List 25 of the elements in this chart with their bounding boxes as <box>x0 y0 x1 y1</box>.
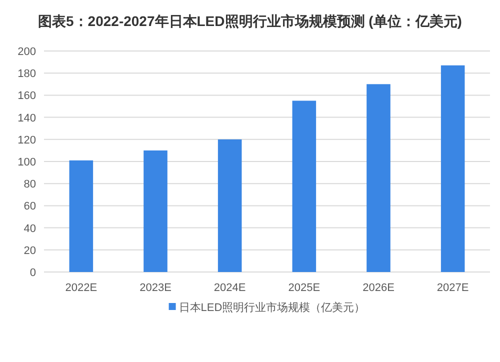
x-tick-label: 2023E <box>140 282 172 294</box>
y-tick-label: 180 <box>18 68 36 80</box>
legend-label: 日本LED照明行业市场规模（亿美元） <box>178 301 366 314</box>
y-tick-label: 40 <box>24 222 36 235</box>
y-tick-label: 20 <box>24 244 36 257</box>
x-tick-label: 2026E <box>362 282 394 294</box>
bar <box>69 160 94 272</box>
chart-title: 图表5：2022-2027年日本LED照明行业市场规模预测 (单位：亿美元) <box>38 13 462 29</box>
y-tick-label: 80 <box>24 178 36 191</box>
bar <box>218 139 242 272</box>
x-tick-label: 2024E <box>214 282 246 294</box>
bar <box>144 150 168 272</box>
bar <box>440 65 465 272</box>
x-tick-label: 2025E <box>288 282 320 294</box>
y-tick-label: 0 <box>30 267 36 279</box>
y-tick-label: 100 <box>18 156 36 168</box>
x-tick-label: 2022E <box>65 282 98 294</box>
y-tick-label: 140 <box>18 112 36 124</box>
y-tick-label: 160 <box>18 90 36 102</box>
bar <box>292 100 316 272</box>
y-tick-label: 60 <box>24 200 36 213</box>
x-tick-label: 2027E <box>436 282 469 294</box>
y-tick-label: 200 <box>18 46 36 58</box>
bar <box>366 84 390 272</box>
y-tick-label: 120 <box>18 134 36 146</box>
